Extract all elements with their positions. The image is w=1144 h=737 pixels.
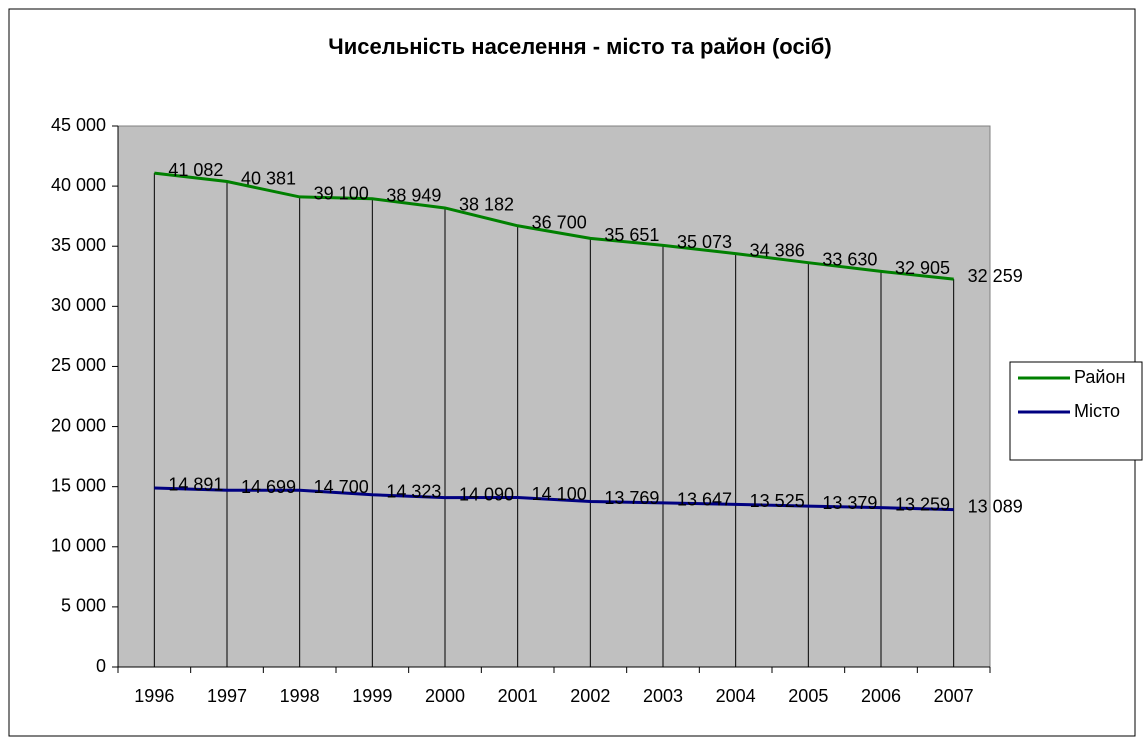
y-tick-label: 20 000 <box>51 415 106 435</box>
series-line <box>154 171 954 281</box>
data-label: 38 182 <box>459 195 514 215</box>
data-label: 33 630 <box>822 249 877 269</box>
data-label: 13 259 <box>895 494 950 514</box>
y-tick-label: 40 000 <box>51 175 106 195</box>
x-tick-label: 2000 <box>425 686 465 706</box>
x-tick-label: 1997 <box>207 686 247 706</box>
y-tick-label: 35 000 <box>51 235 106 255</box>
data-label: 13 647 <box>677 490 732 510</box>
data-label: 14 323 <box>386 482 441 502</box>
legend-label: Місто <box>1074 401 1120 421</box>
y-tick-label: 15 000 <box>51 475 106 495</box>
data-label: 38 949 <box>386 185 441 205</box>
data-label: 41 082 <box>168 160 223 180</box>
x-tick-label: 2005 <box>788 686 828 706</box>
x-tick-label: 2006 <box>861 686 901 706</box>
y-tick-label: 10 000 <box>51 536 106 556</box>
data-label: 14 891 <box>168 475 223 495</box>
data-label: 14 090 <box>459 484 514 504</box>
x-tick-label: 1998 <box>280 686 320 706</box>
data-label: 35 073 <box>677 232 732 252</box>
x-tick-label: 2001 <box>498 686 538 706</box>
y-tick-label: 5 000 <box>61 596 106 616</box>
data-label: 32 905 <box>895 258 950 278</box>
legend-label: Район <box>1074 367 1125 387</box>
data-label: 40 381 <box>241 168 296 188</box>
data-label: 14 700 <box>314 477 369 497</box>
plot-area <box>117 125 991 668</box>
x-tick-label: 1996 <box>134 686 174 706</box>
x-tick-label: 2002 <box>570 686 610 706</box>
data-label: 34 386 <box>750 240 805 260</box>
y-tick-label: 45 000 <box>51 115 106 135</box>
data-label: 13 089 <box>968 496 1023 516</box>
series-line <box>154 486 954 512</box>
data-label: 32 259 <box>968 266 1023 286</box>
data-label: 35 651 <box>604 225 659 245</box>
x-tick-label: 1999 <box>352 686 392 706</box>
data-label: 14 100 <box>532 484 587 504</box>
data-label: 36 700 <box>532 213 587 233</box>
data-label: 39 100 <box>314 184 369 204</box>
data-label: 13 379 <box>822 493 877 513</box>
x-tick-label: 2007 <box>934 686 974 706</box>
y-tick-label: 30 000 <box>51 295 106 315</box>
y-tick-label: 25 000 <box>51 355 106 375</box>
data-label: 13 525 <box>750 491 805 511</box>
x-tick-label: 2003 <box>643 686 683 706</box>
data-label: 13 769 <box>604 488 659 508</box>
y-tick-label: 0 <box>96 656 106 676</box>
data-label: 14 699 <box>241 477 296 497</box>
x-tick-label: 2004 <box>716 686 756 706</box>
chart-title: Чисельність населення - місто та район (… <box>328 34 831 59</box>
